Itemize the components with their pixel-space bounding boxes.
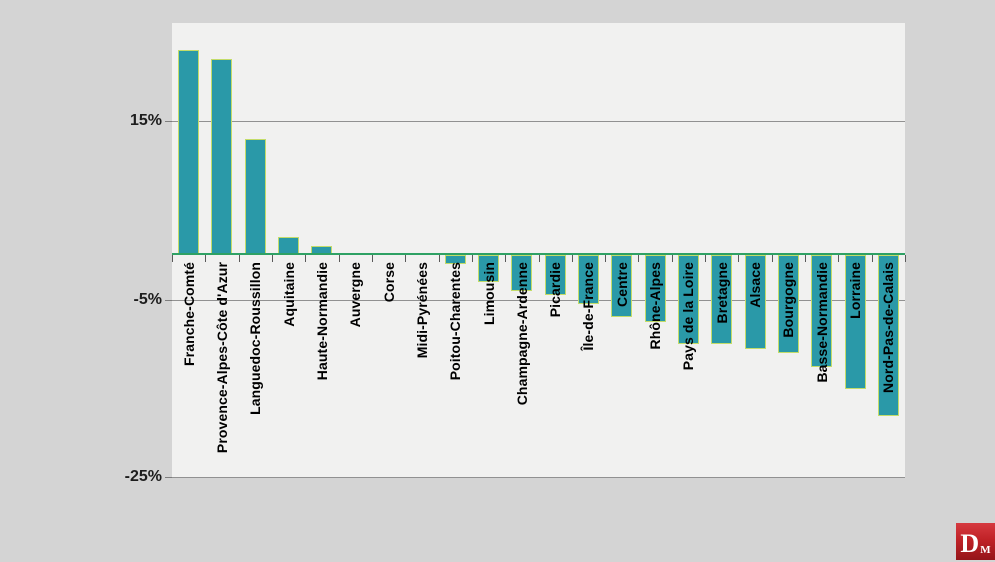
bar bbox=[545, 255, 566, 295]
x-axis-label: Nord-Pas-de-Calais bbox=[880, 262, 896, 393]
x-tick-mark bbox=[805, 255, 806, 262]
x-axis-label: Alsace bbox=[747, 262, 763, 308]
x-axis-label: Pays de la Loire bbox=[680, 262, 696, 371]
plot-area: Franche-Comté Provence-Alpes-Côte d'Azur L… bbox=[165, 23, 906, 478]
bar bbox=[445, 255, 466, 264]
x-tick-mark bbox=[205, 255, 206, 262]
logo-letter: D bbox=[960, 529, 980, 558]
y-axis-label: -5% bbox=[133, 291, 162, 308]
zero-axis-line bbox=[172, 253, 905, 255]
x-axis-label: Midi-Pyrénées bbox=[414, 262, 430, 359]
x-tick-mark bbox=[705, 255, 706, 262]
bar bbox=[845, 255, 866, 389]
bar bbox=[478, 255, 499, 282]
x-axis-label: Lorraine bbox=[847, 262, 863, 319]
bar bbox=[578, 255, 599, 304]
x-axis-label: Provence-Alpes-Côte d'Azur bbox=[214, 262, 230, 454]
bar bbox=[645, 255, 666, 322]
x-tick-mark bbox=[905, 255, 906, 262]
x-axis-label: Bretagne bbox=[714, 262, 730, 324]
x-tick-mark bbox=[638, 255, 639, 262]
x-axis-label: Languedoc-Roussillon bbox=[247, 262, 263, 415]
x-axis-label: Rhône-Alpes bbox=[647, 262, 663, 350]
x-tick-mark bbox=[472, 255, 473, 262]
bar bbox=[878, 255, 899, 416]
x-tick-mark bbox=[239, 255, 240, 262]
x-axis-label: Picardie bbox=[547, 262, 563, 318]
x-axis-label: Basse-Normandie bbox=[814, 262, 830, 383]
x-tick-mark bbox=[372, 255, 373, 262]
bar bbox=[178, 50, 199, 255]
x-axis-label: Île-de-France bbox=[580, 262, 596, 351]
x-tick-mark bbox=[539, 255, 540, 262]
x-tick-mark bbox=[405, 255, 406, 262]
bar bbox=[811, 255, 832, 367]
x-axis-label: Corse bbox=[381, 262, 397, 303]
x-tick-mark bbox=[272, 255, 273, 262]
x-tick-mark bbox=[838, 255, 839, 262]
y-axis-label: 15% bbox=[129, 112, 162, 129]
x-axis-label: Haute-Normandie bbox=[314, 262, 330, 381]
x-tick-mark bbox=[605, 255, 606, 262]
x-axis-label: Aquitaine bbox=[281, 262, 297, 327]
bar bbox=[711, 255, 732, 344]
gridline--5% bbox=[172, 300, 905, 301]
x-axis-label: Auvergne bbox=[347, 262, 363, 328]
x-axis-label: Poitou-Charentes bbox=[447, 262, 463, 381]
y-axis-label: -25% bbox=[124, 468, 162, 485]
x-tick-mark bbox=[572, 255, 573, 262]
x-axis-label: Champagne-Ardenne bbox=[514, 262, 530, 406]
logo-subscript: M bbox=[980, 544, 991, 556]
x-tick-mark bbox=[772, 255, 773, 262]
bar bbox=[511, 255, 532, 291]
bar bbox=[211, 59, 232, 255]
x-tick-mark bbox=[872, 255, 873, 262]
y-tick-mark bbox=[165, 121, 172, 122]
bar bbox=[678, 255, 699, 344]
x-tick-mark bbox=[505, 255, 506, 262]
x-tick-mark bbox=[172, 255, 173, 262]
x-tick-mark bbox=[672, 255, 673, 262]
bar bbox=[245, 139, 266, 255]
x-tick-mark bbox=[339, 255, 340, 262]
bar bbox=[745, 255, 766, 349]
bar bbox=[611, 255, 632, 317]
x-axis-label: Limousin bbox=[481, 262, 497, 326]
y-tick-mark bbox=[165, 477, 172, 478]
x-axis-label: Franche-Comté bbox=[181, 262, 197, 366]
x-axis-label: Bourgogne bbox=[780, 262, 796, 338]
y-tick-mark bbox=[165, 300, 172, 301]
x-tick-mark bbox=[305, 255, 306, 262]
gridline-15% bbox=[172, 121, 905, 122]
x-tick-mark bbox=[439, 255, 440, 262]
gridline--25% bbox=[172, 477, 905, 478]
x-tick-mark bbox=[738, 255, 739, 262]
x-axis-label: Centre bbox=[614, 262, 630, 307]
bar bbox=[778, 255, 799, 353]
